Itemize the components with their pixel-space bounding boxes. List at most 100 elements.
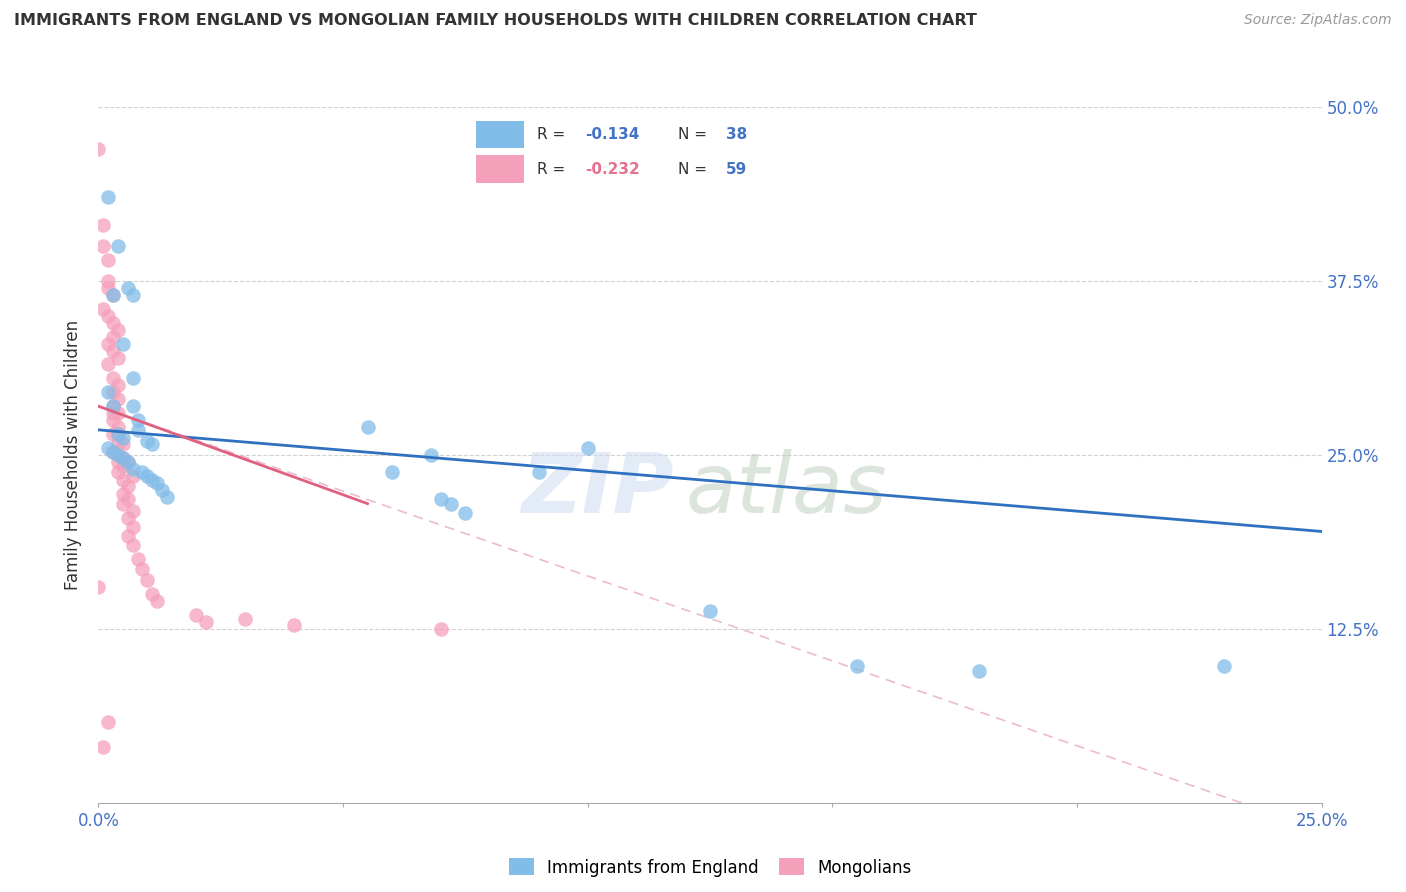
Point [101, 329, 124, 343]
Point [141, 587, 163, 601]
Point [121, 538, 143, 552]
Point [111, 450, 134, 465]
Point [101, 445, 124, 459]
Point [121, 468, 143, 483]
Point [127, 552, 149, 566]
Point [127, 413, 149, 427]
Point [845, 659, 868, 673]
Point [117, 528, 139, 542]
Point [97, 274, 120, 288]
Point [101, 385, 124, 400]
Point [97, 715, 120, 730]
Point [101, 413, 124, 427]
Point [150, 483, 173, 497]
Point [111, 431, 134, 445]
Point [97, 441, 120, 455]
Point [97, 190, 120, 204]
Point [107, 465, 129, 479]
Point [107, 392, 129, 407]
Point [107, 427, 129, 442]
Point [111, 450, 134, 465]
Point [101, 316, 124, 330]
Text: atlas: atlas [686, 450, 887, 530]
Point [440, 497, 463, 511]
Point [107, 378, 129, 392]
Point [101, 399, 124, 413]
Point [107, 427, 129, 442]
Point [146, 594, 169, 608]
Point [121, 399, 143, 413]
Point [121, 520, 143, 534]
Point [111, 473, 134, 487]
Point [117, 510, 139, 524]
Point [101, 399, 124, 413]
Point [156, 490, 179, 504]
Point [233, 612, 256, 626]
Point [91, 239, 114, 253]
Point [131, 465, 153, 479]
Point [107, 406, 129, 420]
Point [91, 301, 114, 316]
Point [97, 309, 120, 323]
Point [91, 740, 114, 755]
Point [107, 351, 129, 365]
Point [127, 423, 149, 437]
Point [117, 455, 139, 469]
Point [195, 615, 218, 629]
Point [121, 503, 143, 517]
Point [111, 437, 134, 451]
Point [107, 437, 129, 451]
Point [356, 420, 378, 434]
Point [117, 455, 139, 469]
Text: Source: ZipAtlas.com: Source: ZipAtlas.com [1244, 13, 1392, 28]
Point [141, 473, 163, 487]
Point [117, 478, 139, 492]
Point [131, 562, 153, 576]
Point [420, 448, 443, 462]
Point [97, 253, 120, 268]
Point [111, 336, 134, 351]
Point [186, 607, 208, 622]
Point [527, 465, 550, 479]
Point [87, 142, 110, 156]
Point [97, 336, 120, 351]
Point [97, 281, 120, 295]
Point [107, 239, 129, 253]
Point [430, 622, 453, 636]
Point [101, 427, 124, 442]
Y-axis label: Family Households with Children: Family Households with Children [65, 320, 83, 590]
Point [97, 358, 120, 372]
Point [107, 448, 129, 462]
Point [101, 445, 124, 459]
Point [136, 468, 159, 483]
Point [87, 580, 110, 594]
Point [91, 219, 114, 233]
Point [146, 475, 169, 490]
Point [101, 343, 124, 358]
Point [107, 455, 129, 469]
Point [967, 664, 990, 678]
Point [136, 573, 159, 587]
Point [111, 458, 134, 473]
Point [430, 492, 453, 507]
Point [121, 462, 143, 476]
Point [101, 406, 124, 420]
Point [97, 385, 120, 400]
Point [101, 371, 124, 385]
Point [381, 465, 404, 479]
Point [117, 281, 139, 295]
Point [101, 288, 124, 302]
Legend: Immigrants from England, Mongolians: Immigrants from England, Mongolians [501, 850, 920, 885]
Point [699, 604, 721, 618]
Point [107, 420, 129, 434]
Text: ZIP: ZIP [520, 450, 673, 530]
Point [117, 492, 139, 507]
Text: IMMIGRANTS FROM ENGLAND VS MONGOLIAN FAMILY HOUSEHOLDS WITH CHILDREN CORRELATION: IMMIGRANTS FROM ENGLAND VS MONGOLIAN FAM… [14, 13, 977, 29]
Point [141, 437, 163, 451]
Point [576, 441, 599, 455]
Point [454, 507, 477, 521]
Point [283, 617, 305, 632]
Point [111, 497, 134, 511]
Point [101, 288, 124, 302]
Point [121, 371, 143, 385]
